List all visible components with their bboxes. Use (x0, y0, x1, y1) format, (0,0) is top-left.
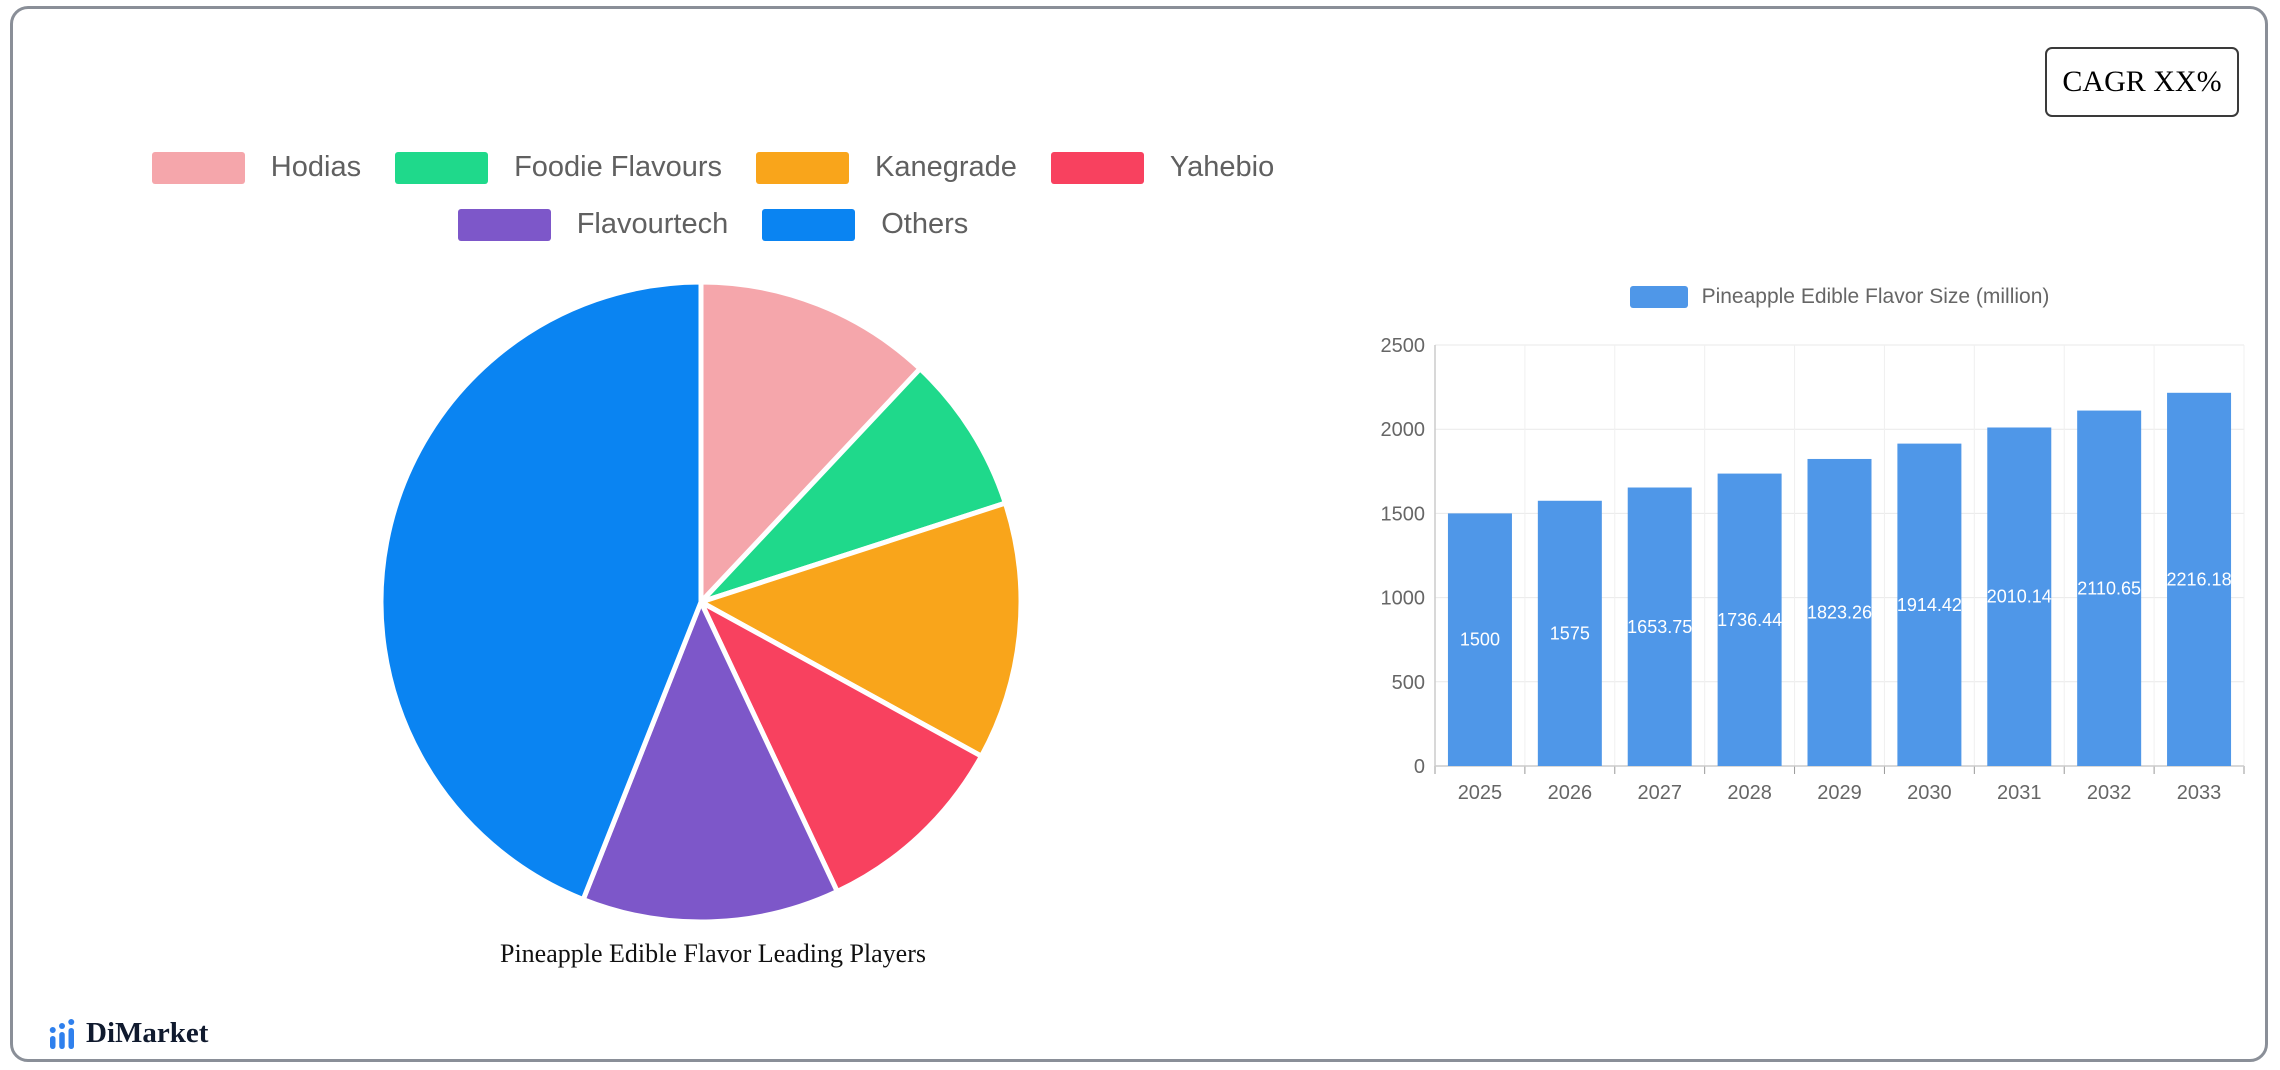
cagr-label: CAGR XX% (2062, 65, 2222, 98)
pie-slice-others (378, 279, 704, 903)
pie-slice-foodie-flavours (698, 366, 1008, 605)
x-axis-label: 2027 (1637, 782, 1682, 804)
y-axis-tick-label: 2000 (1381, 419, 1426, 441)
pie-chart-title: Pineapple Edible Flavor Leading Players (499, 939, 926, 968)
bar-value-label: 1736.44 (1717, 610, 1782, 630)
bar-2032 (2077, 410, 2142, 766)
legend-item-hodias: Hodias (151, 151, 362, 184)
y-axis-tick-label: 1000 (1381, 588, 1426, 610)
legend-item-foodie-flavours: Foodie Flavours (395, 151, 722, 184)
y-axis-tick-label: 0 (1414, 756, 1425, 778)
brand-logo-text: DiMarket (86, 1017, 209, 1049)
report-card: CAGR XX% Hodias Foodie Flavours Kanegrade Y… (10, 6, 2268, 1062)
pie-chart (378, 279, 1024, 925)
legend-swatch (395, 151, 489, 184)
x-axis-label: 2031 (1997, 782, 2042, 804)
bar-2027 (1627, 487, 1692, 766)
y-axis-tick-label: 1500 (1381, 503, 1426, 525)
bar-chart-section: Pineapple Edible Flavor Size (million) 0… (1343, 281, 2263, 881)
legend-label: Kanegrade (875, 151, 1017, 183)
x-axis-label: 2030 (1907, 782, 1952, 804)
bar-chart: 0 500 1000 1500 2000 2500 1500 2025 1575 2026 1653… (1381, 335, 2245, 804)
x-axis-label: 2028 (1727, 782, 1772, 804)
cagr-badge: CAGR XX% (2045, 47, 2239, 117)
x-axis-label: 2029 (1817, 782, 1862, 804)
legend-swatch (1050, 151, 1144, 184)
legend-swatch (756, 151, 850, 184)
bar-value-label: 2110.65 (2077, 578, 2141, 598)
legend-item-kanegrade: Kanegrade (756, 151, 1017, 184)
legend-item-flavourtech: Flavourtech (457, 208, 729, 241)
bar-2026 (1537, 500, 1602, 766)
brand-logo: DiMarket (47, 1017, 208, 1050)
bar-value-label: 1653.75 (1627, 617, 1692, 637)
x-axis-label: 2032 (2087, 782, 2132, 804)
bar-value-label: 1914.42 (1897, 595, 1962, 615)
bar-value-label: 2216.18 (2167, 569, 2232, 589)
pie-slice-hodias (698, 279, 923, 605)
bar-value-label: 2010.14 (1987, 587, 2052, 607)
legend-item-others: Others (762, 208, 968, 241)
bar-legend-label: Pineapple Edible Flavor Size (million) (1701, 285, 2050, 308)
legend-label: Hodias (270, 151, 362, 183)
legend-label: Others (881, 208, 969, 240)
bar-legend: Pineapple Edible Flavor Size (million) (1343, 281, 2263, 313)
pie-slice-yahebio (698, 599, 984, 895)
bar-2029 (1807, 458, 1872, 766)
bar-value-label: 1500 (1460, 630, 1500, 650)
bar-2028 (1717, 473, 1782, 766)
pie-slice-kanegrade (698, 500, 1024, 759)
legend-label: Foodie Flavours (514, 151, 723, 183)
legend-item-yahebio: Yahebio (1050, 151, 1275, 184)
x-axis-label: 2033 (2177, 782, 2222, 804)
bar-value-label: 1823.26 (1807, 602, 1872, 622)
legend-label: Yahebio (1169, 151, 1275, 183)
bar-value-label: 1575 (1550, 623, 1590, 643)
pie-legend-row: Flavourtech Others (457, 208, 968, 241)
y-axis-tick-label: 2500 (1381, 335, 1426, 357)
bar-2031 (1987, 427, 2052, 766)
bar-2025 (1447, 513, 1512, 766)
bar-2030 (1897, 443, 1962, 766)
pie-slice-flavourtech (580, 599, 840, 925)
bar-chart-logo-icon (49, 1018, 75, 1049)
bar-2033 (2167, 392, 2232, 766)
pie-legend: Hodias Foodie Flavours Kanegrade Yahebio Fla… (13, 151, 1413, 241)
y-axis-tick-label: 500 (1392, 672, 1425, 694)
x-axis-label: 2026 (1548, 782, 1593, 804)
legend-label: Flavourtech (576, 208, 729, 240)
x-axis-label: 2025 (1458, 782, 1503, 804)
legend-swatch (457, 208, 551, 241)
pie-legend-row: Hodias Foodie Flavours Kanegrade Yahebio (151, 151, 1275, 184)
legend-swatch (762, 208, 856, 241)
legend-swatch (151, 151, 245, 184)
bar-legend-swatch (1629, 286, 1688, 308)
